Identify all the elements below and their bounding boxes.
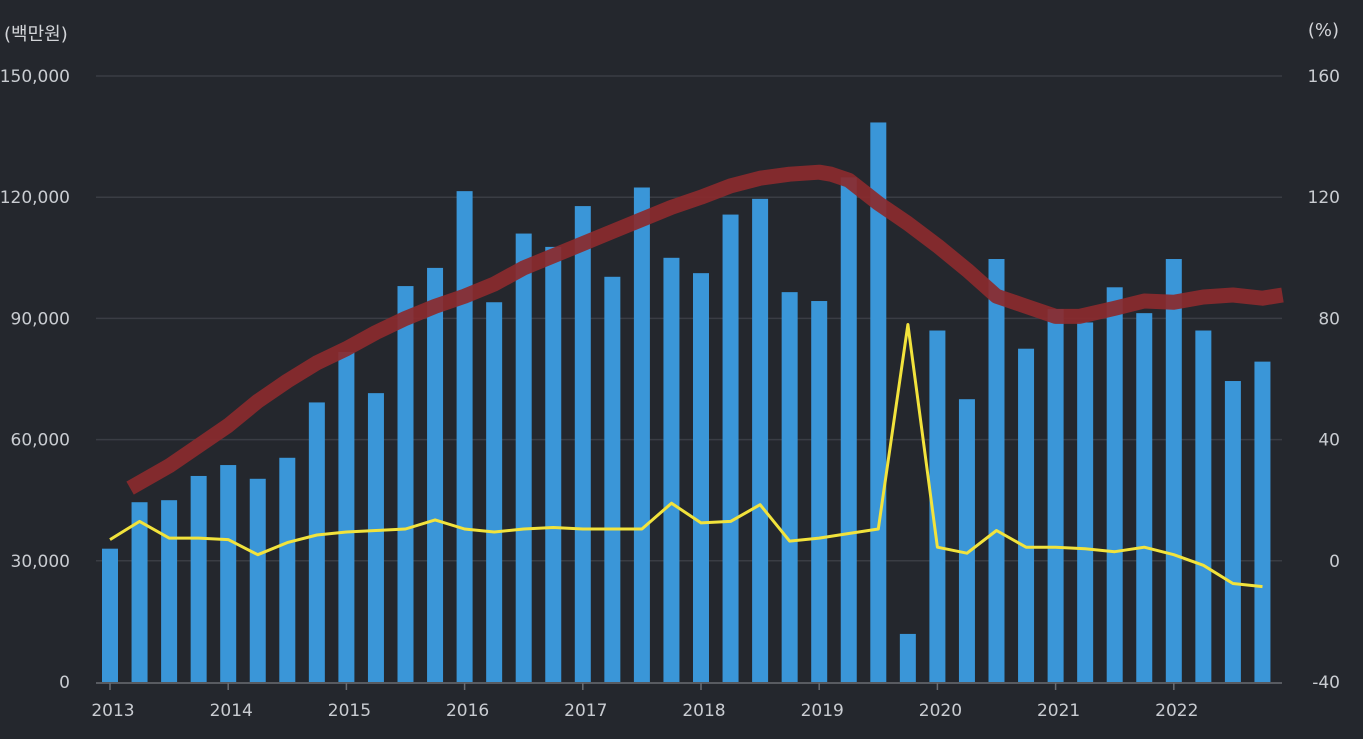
- left-tick-label: 90,000: [11, 309, 70, 329]
- x-tick-label: 2015: [328, 701, 371, 721]
- left-tick-label: 30,000: [11, 552, 70, 572]
- bar: [1106, 287, 1123, 682]
- bar: [1047, 309, 1064, 682]
- bar: [1165, 259, 1182, 682]
- bar: [515, 233, 532, 682]
- bar: [1077, 322, 1094, 682]
- x-tick-label: 2018: [682, 701, 725, 721]
- bar: [161, 500, 178, 682]
- bar: [279, 457, 296, 682]
- bar: [988, 259, 1005, 682]
- bar: [663, 257, 680, 682]
- bar: [781, 292, 798, 682]
- x-tick-label: 2022: [1155, 701, 1198, 721]
- right-tick-label: 160: [1308, 67, 1340, 87]
- bar: [190, 475, 207, 682]
- x-tick-label: 2019: [801, 701, 844, 721]
- bar: [1254, 361, 1271, 682]
- bar: [545, 246, 562, 682]
- axes: 150,000 160 120,000 120 90,000 80 60,000 40 30,0…: [0, 67, 1340, 721]
- bar: [397, 286, 414, 682]
- bar: [693, 273, 709, 682]
- bar: [220, 465, 237, 682]
- bar: [131, 502, 148, 682]
- left-tick-label: 0: [59, 673, 70, 693]
- bar: [456, 191, 473, 682]
- x-tick-label: 2016: [446, 701, 489, 721]
- line-series: [109, 164, 1284, 589]
- bar: [574, 206, 591, 682]
- growth-rate-line: [109, 323, 1263, 589]
- bar-series: [102, 122, 1271, 683]
- x-tick-label: 2014: [210, 701, 253, 721]
- bar: [249, 478, 266, 682]
- right-tick-label: 40: [1318, 431, 1340, 451]
- bar: [899, 633, 916, 682]
- bar: [604, 276, 621, 682]
- x-tick-label: 2017: [564, 701, 607, 721]
- bar: [486, 302, 503, 682]
- bar: [811, 301, 828, 682]
- bar: [427, 267, 444, 682]
- left-tick-label: 60,000: [11, 431, 70, 451]
- bar: [1224, 381, 1241, 682]
- bar: [308, 402, 325, 682]
- right-tick-label: 80: [1318, 309, 1340, 329]
- x-tick-label: 2013: [91, 701, 134, 721]
- left-tick-label: 120,000: [0, 188, 70, 208]
- bar: [870, 122, 887, 682]
- right-tick-label: -40: [1312, 673, 1340, 693]
- bar: [338, 351, 355, 682]
- trend-line: [126, 164, 1284, 495]
- bar: [1136, 313, 1153, 682]
- x-tick-label: 2020: [919, 701, 962, 721]
- bar: [367, 393, 384, 682]
- bar: [840, 177, 857, 683]
- left-axis-unit: (백만원): [4, 24, 68, 45]
- right-tick-label: 120: [1308, 188, 1340, 208]
- bar: [929, 330, 946, 682]
- bar: [633, 187, 650, 682]
- left-tick-label: 150,000: [0, 67, 70, 87]
- bar: [102, 548, 118, 682]
- bar: [1195, 330, 1212, 682]
- bar: [958, 399, 975, 682]
- right-tick-label: 0: [1329, 552, 1340, 572]
- x-tick-label: 2021: [1037, 701, 1080, 721]
- right-axis-unit: (%): [1307, 20, 1339, 41]
- bar: [752, 198, 769, 683]
- bar: [1018, 348, 1035, 682]
- bar: [722, 214, 739, 682]
